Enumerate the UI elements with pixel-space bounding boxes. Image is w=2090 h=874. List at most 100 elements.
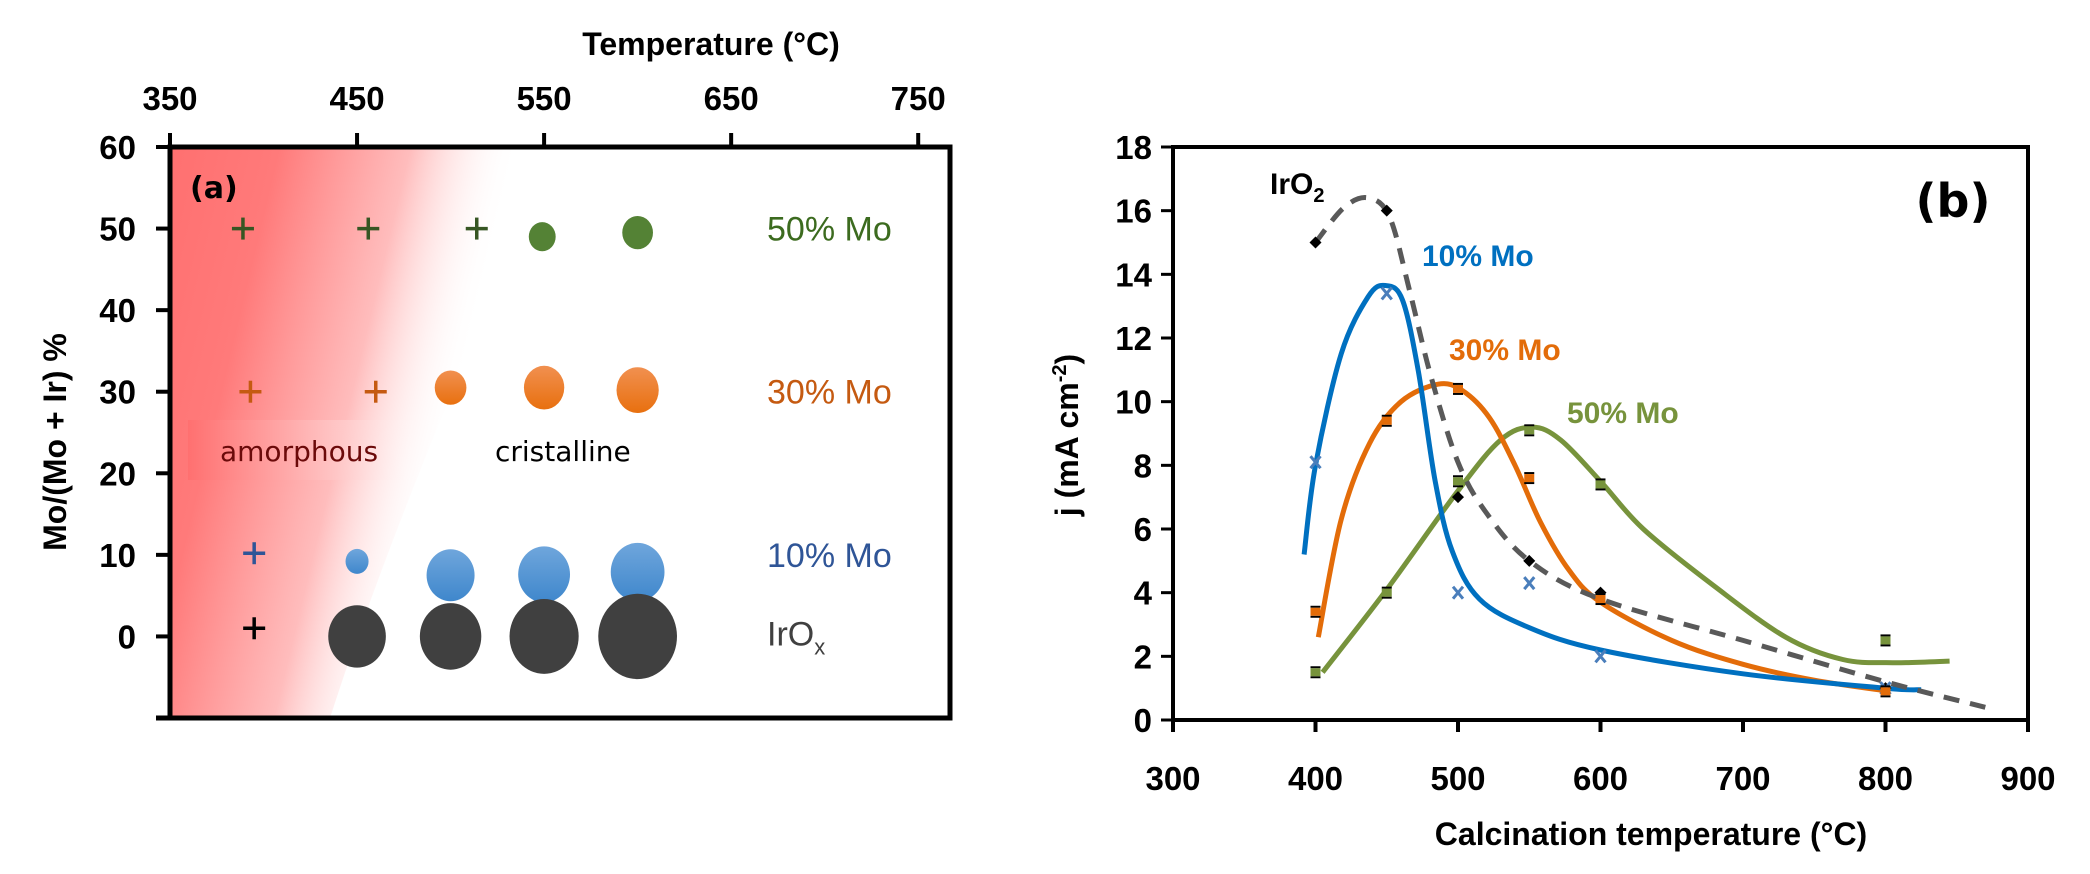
data-point [1309,236,1322,249]
data-point [1880,634,1891,647]
data-point [1453,475,1463,488]
x-axis-title-a: Temperature (°C) [582,26,840,62]
circle-marker [598,593,677,680]
series-label-30: 30% Mo [1449,334,1561,367]
data-point [1451,585,1465,600]
y-tick-label-b: 2 [1134,638,1152,675]
y-tick-label-a: 30 [99,374,136,411]
panel-a: 350 450 550 650 750 0 10 20 30 40 50 60 Temperature… [37,26,953,721]
data-point [1310,605,1321,618]
data-point [1594,649,1607,664]
x-tick-label-a: 650 [704,80,759,117]
data-point [1524,424,1535,437]
y-tick-label-b: 8 [1134,447,1152,484]
plus-marker [357,217,380,240]
circle-marker [616,367,659,413]
plus-marker [243,617,266,640]
circle-marker [419,603,482,670]
data-point [1595,478,1606,491]
amorphous-label: amorphous [220,435,378,468]
data-point [1523,554,1536,567]
y-tick-label-a: 40 [99,292,136,329]
amorphous-label-background [188,420,418,480]
fit-line-30-mo [1315,381,1891,694]
cristalline-label: cristalline [495,435,631,468]
series-label-50: 50% Mo [1567,397,1679,430]
circle-marker [345,548,369,574]
x-tick-label-a: 550 [517,80,572,117]
fit-line-iro2 [1313,195,1986,710]
plus-marker [231,217,254,240]
series-label-iro2: IrO2 [1270,168,1324,207]
series-label-10: 10% Mo [1422,240,1534,273]
y-axis-title-b-end: ) [1049,354,1085,365]
series-label-iro2-main: IrO [1270,168,1313,201]
y-tick-label-b: 10 [1115,384,1152,421]
circle-marker [610,542,665,602]
data-point [1380,286,1393,301]
plus-marker [239,380,262,403]
x-tick-label-b: 700 [1715,760,1770,797]
y-tick-label-b: 0 [1134,702,1152,739]
y-tick-label-b: 12 [1115,320,1152,357]
x-tick-label-b: 900 [2000,760,2055,797]
x-tick-label-b: 300 [1145,760,1200,797]
x-tick-label-a: 750 [891,80,946,117]
data-point [1309,455,1322,470]
data-point [1380,204,1393,217]
data-point [1453,382,1463,395]
data-point [1310,666,1321,679]
circle-marker [328,605,386,668]
panel-label-b: (b) [1916,174,1991,228]
x-tick-label-b: 800 [1858,760,1913,797]
plot-frame-a [167,144,953,721]
data-point [1880,685,1891,698]
circle-marker [426,549,475,602]
circle-marker [528,222,556,252]
data-point [1595,593,1606,606]
x-tick-label-b: 400 [1288,760,1343,797]
y-tick-label-a: 20 [99,455,136,492]
circle-marker [509,598,579,674]
plot-frame-b [1171,145,2030,722]
series-label-iro2-sub: 2 [1313,185,1324,207]
panel-b: 300 400 500 600 700 800 900 0 2 4 6 8 10 12 14 16 18 Cal… [1049,129,2056,852]
data-point [1524,472,1535,485]
x-tick-label-a: 350 [142,80,197,117]
plus-marker [243,542,266,565]
plus-marker [364,380,387,403]
row-label: 30% Mo [767,374,892,412]
circle-marker [518,546,571,603]
x-axis-title-b: Calcination temperature (°C) [1435,816,1867,852]
panel-label-a: (a) [190,171,238,206]
y-axis-title-b-sup: -2 [1049,364,1071,382]
plus-marker [465,217,488,240]
x-tick-label-b: 600 [1573,760,1628,797]
y-tick-label-a: 0 [118,618,136,655]
data-point [1381,586,1392,599]
y-axis-title-b: j (mA cm-2) [1049,354,1085,517]
fit-line-50-mo [1320,424,1950,674]
y-tick-label-b: 6 [1134,511,1152,548]
circle-marker [523,365,565,410]
circle-marker [622,216,653,250]
y-tick-label-b: 14 [1115,256,1152,293]
y-tick-label-a: 60 [99,129,136,166]
data-point [1452,491,1464,504]
fit-line-10-mo [1301,282,1922,693]
data-point [1381,414,1392,427]
row-label: 10% Mo [767,537,892,575]
row-label: IrOx [767,615,825,659]
row-label: 50% Mo [767,211,892,249]
y-tick-label-a: 50 [99,211,136,248]
y-tick-label-a: 10 [99,537,136,574]
y-axis-title-b-main: j (mA cm [1049,382,1085,517]
x-tick-label-b: 500 [1430,760,1485,797]
x-tick-label-a: 450 [330,80,385,117]
data-point [1523,576,1536,591]
y-tick-label-b: 4 [1134,575,1153,612]
circle-marker [434,370,467,405]
y-axis-title-a: Mo/(Mo + Ir) % [37,333,73,551]
y-tick-label-b: 16 [1115,193,1152,230]
